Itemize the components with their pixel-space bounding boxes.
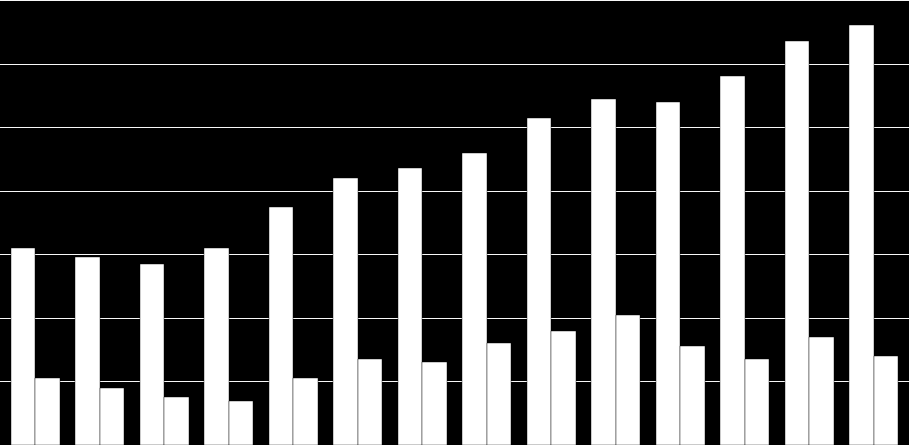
- Bar: [744, 359, 769, 445]
- Bar: [269, 206, 294, 445]
- Bar: [655, 102, 680, 445]
- Bar: [720, 76, 744, 445]
- Bar: [874, 356, 898, 445]
- Bar: [463, 153, 486, 445]
- Bar: [334, 178, 358, 445]
- Bar: [849, 25, 874, 445]
- Bar: [358, 359, 383, 445]
- Bar: [294, 378, 318, 445]
- Bar: [809, 337, 834, 445]
- Bar: [551, 331, 575, 445]
- Bar: [75, 258, 100, 445]
- Bar: [526, 117, 551, 445]
- Bar: [35, 378, 60, 445]
- Bar: [100, 388, 125, 445]
- Bar: [423, 362, 446, 445]
- Bar: [784, 41, 809, 445]
- Bar: [615, 315, 640, 445]
- Bar: [140, 264, 165, 445]
- Bar: [165, 397, 189, 445]
- Bar: [680, 347, 704, 445]
- Bar: [205, 248, 229, 445]
- Bar: [229, 400, 254, 445]
- Bar: [398, 169, 423, 445]
- Bar: [11, 248, 35, 445]
- Bar: [486, 343, 511, 445]
- Bar: [591, 98, 615, 445]
